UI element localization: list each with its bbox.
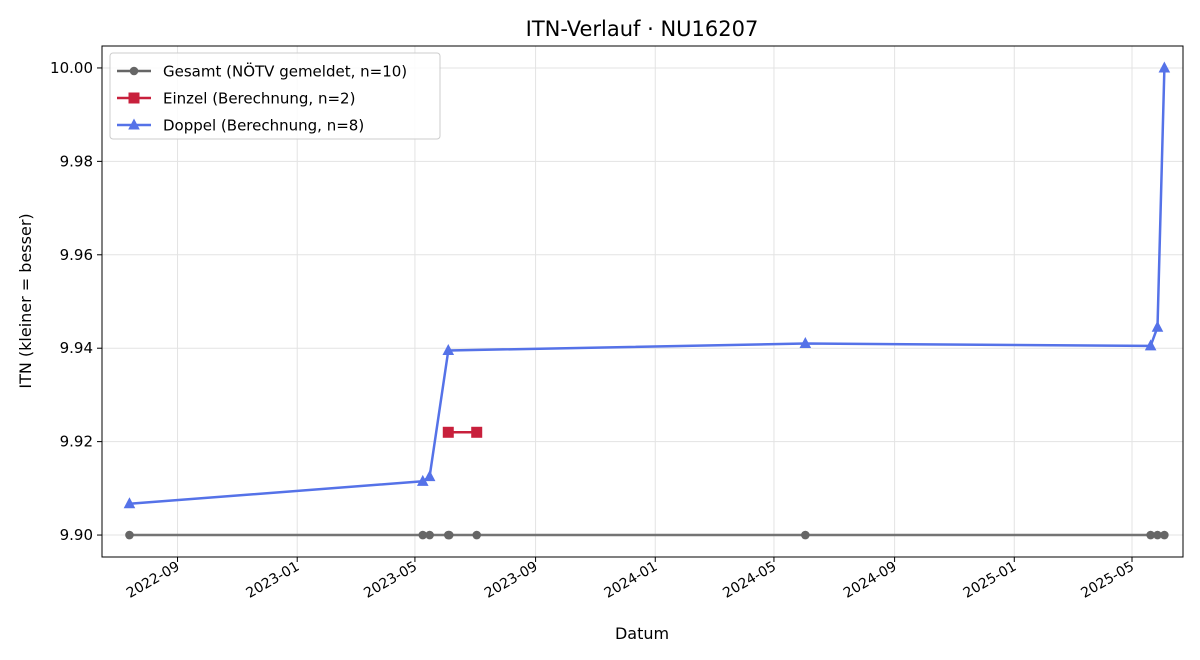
data-point (472, 530, 482, 540)
data-point (1146, 530, 1155, 540)
data-point (1144, 339, 1157, 351)
data-point (416, 474, 429, 486)
y-axis-label: ITN (kleiner = besser) (16, 213, 35, 388)
data-point (1153, 530, 1162, 540)
y-tick-label: 9.90 (60, 526, 93, 544)
legend-marker (128, 92, 140, 104)
legend-box (109, 52, 441, 140)
data-point (1151, 320, 1164, 332)
y-tick-label: 10.00 (50, 59, 93, 77)
series-square (442, 426, 483, 438)
y-tick-label: 9.98 (60, 152, 93, 170)
y-tick-label: 9.96 (60, 246, 93, 264)
legend-label: Einzel (Berechnung, n=2) (163, 90, 355, 108)
chart-title: ITN-Verlauf · NU16207 (526, 17, 759, 41)
data-point (123, 497, 136, 509)
data-point (1160, 530, 1169, 540)
legend-label: Gesamt (NÖTV gemeldet, n=10) (163, 62, 407, 81)
data-point (799, 337, 812, 349)
data-point (442, 344, 455, 356)
legend-marker (129, 66, 139, 76)
data-point (442, 426, 454, 438)
series-circle (125, 530, 1169, 540)
legend: Gesamt (NÖTV gemeldet, n=10) Einzel (Bere… (109, 52, 441, 140)
plot-frame (101, 45, 1184, 558)
series-triangle (123, 61, 1171, 509)
data-point (444, 530, 454, 540)
y-tick-label: 9.92 (60, 433, 93, 451)
data-point (471, 426, 483, 438)
data-point (418, 530, 428, 540)
x-axis-label: Datum (615, 624, 669, 643)
legend-label: Doppel (Berechnung, n=8) (163, 117, 364, 135)
data-point (1158, 61, 1171, 73)
y-axis-ticks: 9.90 9.92 9.94 9.96 9.98 10.00 (50, 59, 102, 544)
series-layer (123, 61, 1171, 540)
data-point (423, 470, 436, 482)
y-tick-label: 9.94 (60, 339, 93, 357)
legend-marker (128, 118, 140, 130)
data-point (425, 530, 434, 540)
data-point (125, 530, 134, 540)
data-point (801, 530, 810, 540)
